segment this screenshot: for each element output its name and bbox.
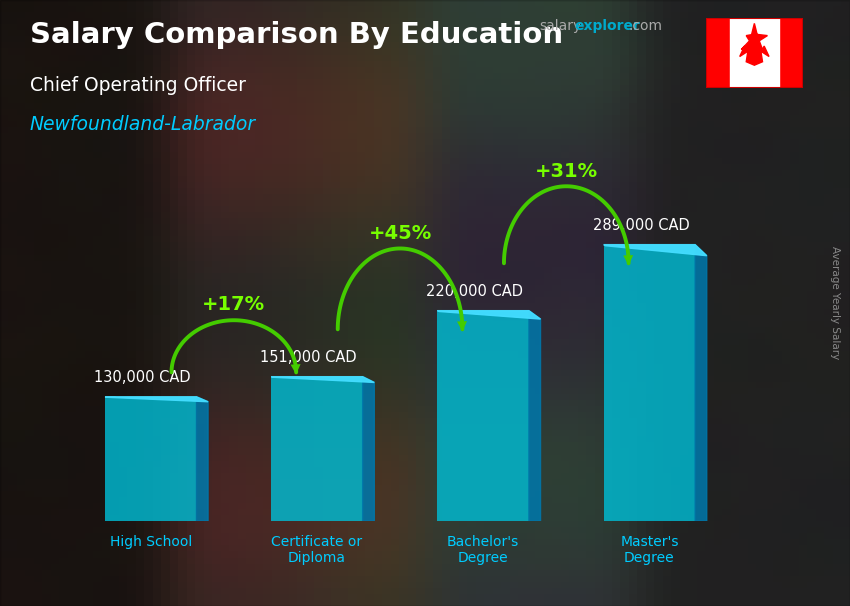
Text: 151,000 CAD: 151,000 CAD [260,350,357,365]
Bar [105,397,196,521]
Polygon shape [740,24,769,65]
Polygon shape [695,245,706,521]
Bar [779,18,803,88]
Polygon shape [105,397,208,402]
Text: 130,000 CAD: 130,000 CAD [94,370,190,385]
Bar [604,245,695,521]
Text: Chief Operating Officer: Chief Operating Officer [30,76,246,95]
Text: Average Yearly Salary: Average Yearly Salary [830,247,840,359]
Text: explorer: explorer [575,19,641,33]
Bar [438,311,529,521]
Text: Salary Comparison By Education: Salary Comparison By Education [30,21,563,49]
Polygon shape [604,245,706,256]
Polygon shape [363,377,374,521]
Polygon shape [271,377,374,382]
Polygon shape [438,311,541,319]
Text: +17%: +17% [202,296,265,315]
Bar [271,377,363,521]
Text: .com: .com [629,19,663,33]
Text: 220,000 CAD: 220,000 CAD [427,284,524,299]
Text: salary: salary [540,19,582,33]
Text: 289,000 CAD: 289,000 CAD [592,218,689,233]
Bar [730,18,779,88]
Text: +45%: +45% [368,224,432,243]
Polygon shape [529,311,541,521]
Text: +31%: +31% [535,162,598,181]
Polygon shape [196,397,208,521]
Bar [706,18,730,88]
Text: Newfoundland-Labrador: Newfoundland-Labrador [30,115,256,134]
